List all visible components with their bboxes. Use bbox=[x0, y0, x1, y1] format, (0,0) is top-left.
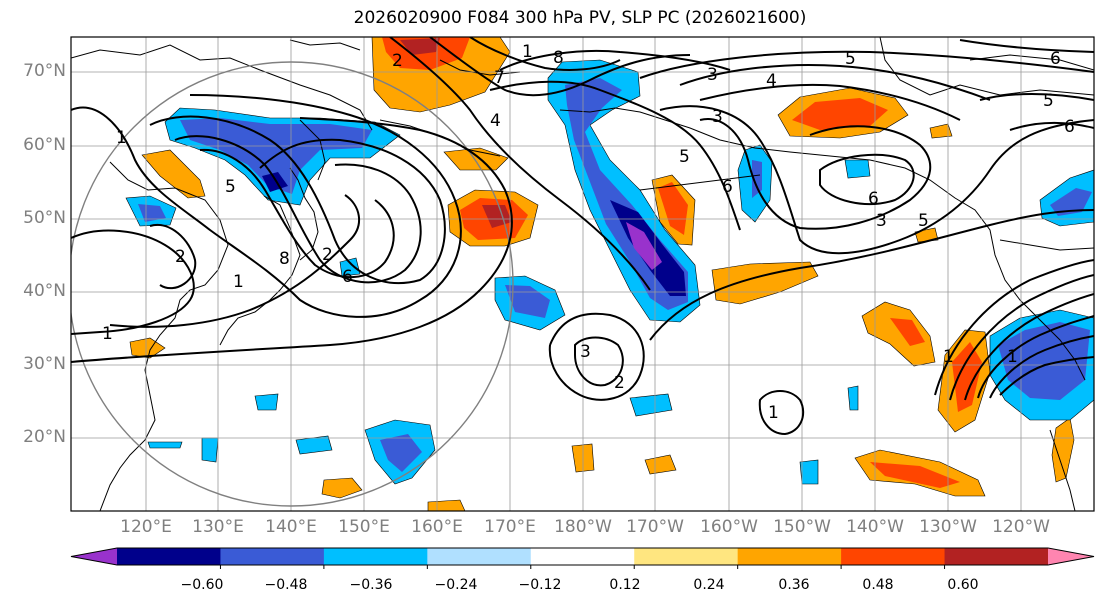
colorbar-segment bbox=[634, 548, 739, 565]
lon-label: 170°E bbox=[484, 517, 536, 537]
lon-label: 160°W bbox=[700, 517, 758, 537]
contour-label: 2 bbox=[322, 245, 333, 265]
range-circle bbox=[71, 61, 514, 507]
lon-label: 130°E bbox=[192, 517, 244, 537]
contour-label: 4 bbox=[766, 71, 777, 91]
contour-label: 3 bbox=[876, 211, 887, 231]
contour-label: 6 bbox=[722, 177, 733, 197]
contour-label: 1 bbox=[943, 347, 954, 367]
colorbar-tick-label: 0.60 bbox=[947, 577, 979, 593]
lon-label: 140°E bbox=[265, 517, 317, 537]
colorbar-tick-label: −0.36 bbox=[349, 577, 393, 593]
colorbar-segment bbox=[220, 548, 325, 565]
colorbar-outline bbox=[70, 547, 1095, 566]
contour-label: 2 bbox=[392, 51, 403, 71]
lon-label: 150°W bbox=[773, 517, 831, 537]
contour-label: 8 bbox=[279, 249, 290, 269]
lat-label: 30°N bbox=[23, 354, 66, 374]
colorbar-extend-low bbox=[71, 548, 117, 565]
colorbar-tick-label: 0.36 bbox=[778, 577, 810, 593]
slp-pc-contours bbox=[71, 37, 1094, 436]
lat-label: 50°N bbox=[23, 208, 66, 228]
colorbar-segment bbox=[944, 548, 1049, 565]
contour-label: 2 bbox=[175, 247, 186, 267]
lon-label: 140°W bbox=[846, 517, 904, 537]
map-title: 2026020900 F084 300 hPa PV, SLP PC (2026… bbox=[353, 8, 807, 28]
contour-label: 7 bbox=[494, 68, 505, 88]
colorbar-tick-label: 0.12 bbox=[609, 577, 641, 593]
lon-label: 120°W bbox=[992, 517, 1050, 537]
contour-label: 1 bbox=[1007, 347, 1018, 367]
contour-label: 1 bbox=[102, 324, 113, 344]
contour-label: 6 bbox=[868, 189, 879, 209]
lon-label: 130°W bbox=[919, 517, 977, 537]
contour-label: 3 bbox=[580, 342, 591, 362]
colorbar-segment bbox=[737, 548, 842, 565]
map-frame bbox=[70, 36, 1095, 512]
contour-label: 5 bbox=[679, 147, 690, 167]
colorbar-tick-label: −0.60 bbox=[180, 577, 224, 593]
colorbar-tick-label: 0.48 bbox=[862, 577, 894, 593]
colorbar-tick-label: −0.24 bbox=[434, 577, 478, 593]
lat-label: 60°N bbox=[23, 135, 66, 155]
colorbar-segment bbox=[530, 548, 635, 565]
lat-label: 70°N bbox=[23, 61, 66, 81]
contour-label: 1 bbox=[116, 128, 127, 148]
lon-label: 170°W bbox=[626, 517, 684, 537]
contour-labels: 2 1 8 5 6 6 5 6 3 4 3 4 3 5 6 5 6 3 1 1 … bbox=[102, 42, 1075, 423]
contour-label: 2 bbox=[614, 373, 625, 393]
colorbar-tick-label: −0.12 bbox=[518, 577, 562, 593]
contour-label: 3 bbox=[707, 65, 718, 85]
contour-label: 5 bbox=[845, 49, 856, 69]
pv-positive-band bbox=[711, 261, 819, 305]
colorbar-extend-high bbox=[1048, 548, 1094, 565]
contour-label: 4 bbox=[490, 111, 501, 131]
colorbar-tick-label: 0.24 bbox=[693, 577, 725, 593]
contour-label: 6 bbox=[342, 267, 353, 287]
contour-label: 1 bbox=[768, 403, 779, 423]
lon-label: 120°E bbox=[120, 517, 172, 537]
lon-label: 150°E bbox=[338, 517, 390, 537]
lat-label: 20°N bbox=[23, 427, 66, 447]
colorbar-segment bbox=[117, 548, 221, 565]
colorbar-tick-label: −0.48 bbox=[264, 577, 308, 593]
contour-label: 1 bbox=[522, 42, 533, 62]
contour-label: 6 bbox=[1050, 49, 1061, 69]
contour-label: 5 bbox=[1043, 91, 1054, 111]
contour-label: 1 bbox=[233, 272, 244, 292]
contour-label: 3 bbox=[712, 107, 723, 127]
lon-label: 160°E bbox=[411, 517, 463, 537]
contour-label: 6 bbox=[1064, 117, 1075, 137]
colorbar-segment bbox=[841, 548, 946, 565]
coastlines bbox=[71, 37, 1094, 511]
contour-label: 5 bbox=[225, 177, 236, 197]
gridlines bbox=[71, 37, 1094, 511]
contour-label: 5 bbox=[918, 211, 929, 231]
lon-label: 180°W bbox=[554, 517, 612, 537]
colorbar-segment bbox=[427, 548, 532, 565]
colorbar bbox=[70, 547, 1095, 569]
contour-label: 8 bbox=[553, 48, 564, 68]
lat-label: 40°N bbox=[23, 281, 66, 301]
colorbar-segment bbox=[323, 548, 428, 565]
